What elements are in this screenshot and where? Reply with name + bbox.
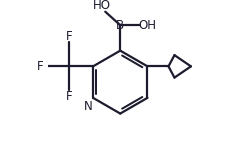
Text: F: F [66, 90, 72, 103]
Text: F: F [66, 30, 72, 43]
Text: HO: HO [93, 0, 111, 12]
Text: F: F [37, 60, 44, 73]
Text: OH: OH [138, 19, 156, 32]
Text: B: B [116, 19, 124, 32]
Text: N: N [84, 100, 93, 113]
